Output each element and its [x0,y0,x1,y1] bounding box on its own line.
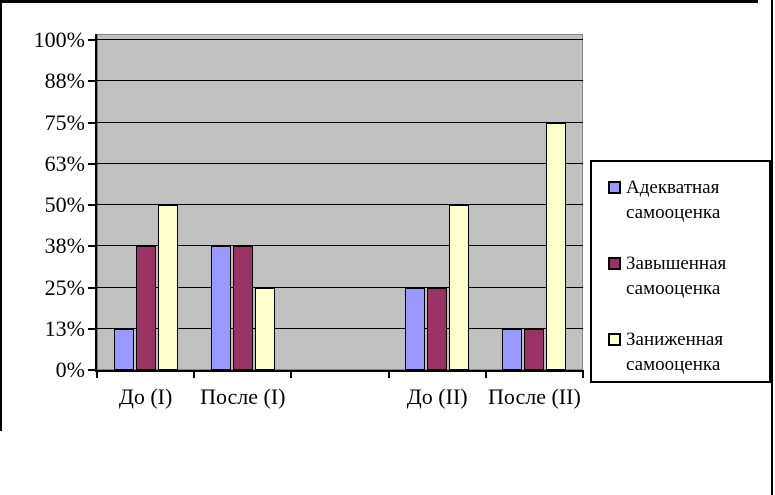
legend-item-overestimated: Завышенная самооценка [608,251,769,301]
y-axis-tick [88,327,97,330]
y-axis-tick [88,80,97,83]
gridline-88% [97,80,583,82]
y-axis-label: 13% [44,315,85,341]
x-category-label: До (I) [118,384,173,409]
x-category-label: После (I) [200,384,286,409]
bar-После (I)-series1 [210,246,231,370]
bar-До (I)-series1 [113,328,134,370]
gridline-63% [97,162,583,164]
y-axis-label: 100% [33,27,85,52]
x-axis-tick [96,370,98,378]
x-category-label: После (II) [488,384,581,409]
y-axis-tick [88,369,97,371]
legend-label-adequate: Адекватная самооценка [626,177,721,223]
legend-swatch-adequate [608,181,621,194]
bar-До (I)-series3 [157,205,178,370]
y-axis-tick [88,39,97,41]
gridline-38% [97,245,583,247]
y-axis-label: 50% [44,192,85,217]
gridline-25% [97,286,583,288]
y-axis-tick [88,286,97,289]
bar-До (I)-series2 [135,246,156,370]
plot-area [97,34,583,370]
y-axis-label: 75% [44,109,85,135]
figure-border-right [771,0,773,495]
legend-swatch-overestimated [608,257,621,270]
figure-border-left [0,0,2,431]
legend-item-adequate: Адекватная самооценка [608,175,769,225]
legend-item-underestimated: Заниженная самооценка [608,327,769,377]
x-axis-tick [290,370,293,378]
bar-После (I)-series2 [232,246,253,370]
figure-border-top [0,0,758,3]
gridline-100% [97,39,583,40]
bar-До (II)-series3 [449,205,470,370]
bar-До (II)-series2 [427,287,448,370]
gridline-13% [97,327,583,329]
bar-После (II)-series2 [524,328,545,370]
x-axis-tick [484,370,487,378]
x-axis-tick [387,370,390,378]
y-axis-tick [88,121,97,124]
y-axis-tick [88,245,97,248]
x-axis-line [95,370,583,372]
legend-label-underestimated: Заниженная самооценка [626,329,724,375]
bar-После (I)-series3 [254,287,275,370]
y-axis-label: 38% [44,233,85,259]
y-axis-line [95,34,97,370]
y-axis-label: 88% [44,68,85,94]
y-axis-label: 25% [44,274,85,300]
x-category-label: До (II) [406,384,468,409]
y-axis-tick [88,162,97,165]
gridline-75% [97,121,583,123]
legend-label-overestimated: Завышенная самооценка [626,253,727,299]
bar-После (II)-series1 [502,328,523,370]
legend-swatch-underestimated [608,333,621,346]
x-axis-tick [193,370,196,378]
bar-После (II)-series3 [546,122,567,370]
x-axis-tick [582,370,584,378]
y-axis-tick [88,204,97,206]
y-axis-label: 63% [44,150,85,176]
y-axis-label: 0% [55,357,85,382]
gridline-50% [97,204,583,205]
bar-До (II)-series1 [405,287,426,370]
chart-legend: Адекватная самооценка Завышенная самооце… [590,160,771,383]
